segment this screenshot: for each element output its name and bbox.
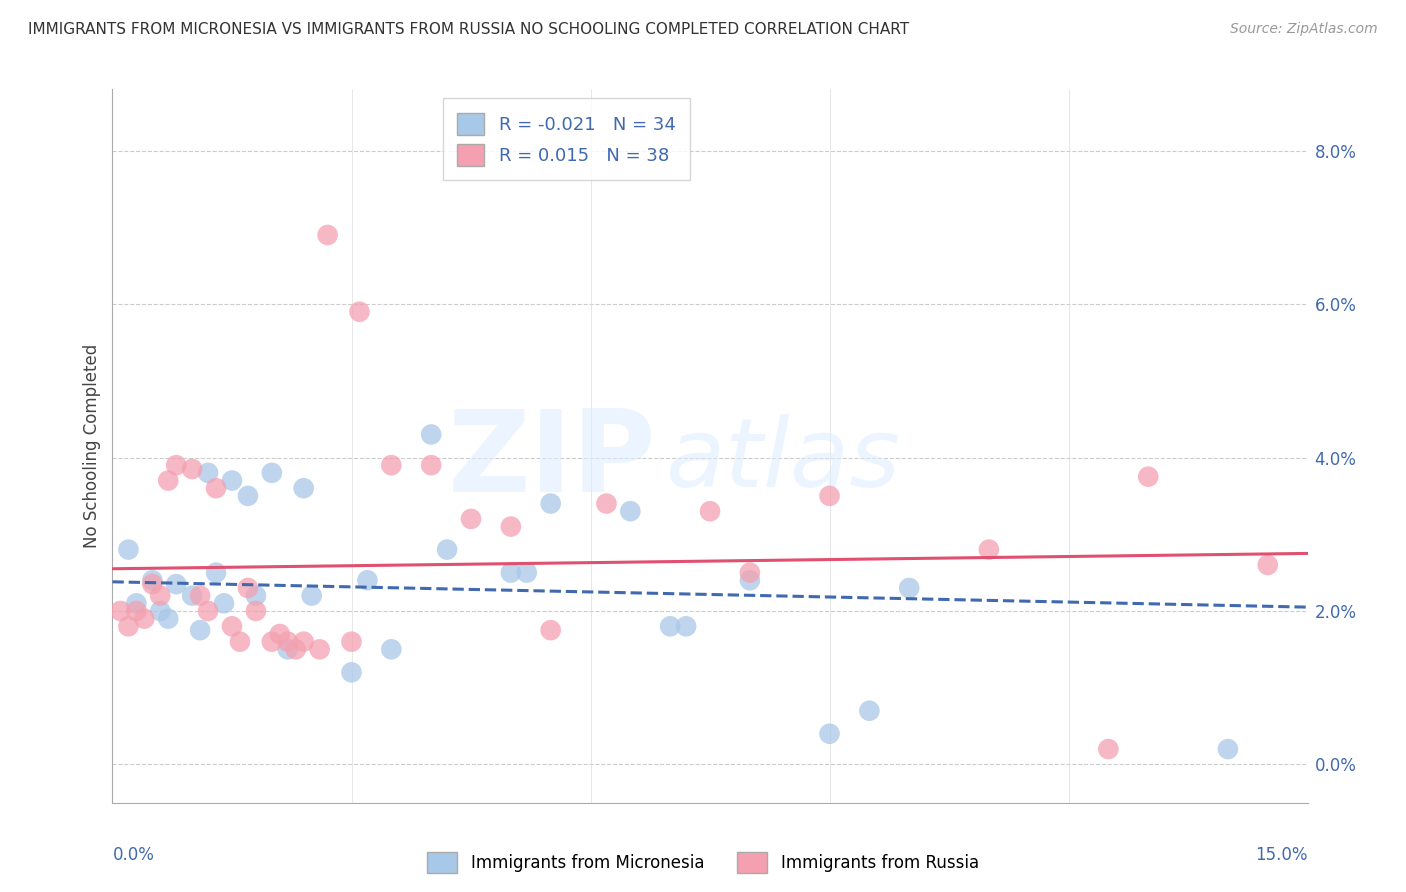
Point xyxy=(675,619,697,633)
Point xyxy=(221,474,243,488)
Point xyxy=(540,497,562,511)
Point xyxy=(157,612,180,626)
Point xyxy=(221,619,243,633)
Point xyxy=(349,304,371,318)
Text: 0.0%: 0.0% xyxy=(112,846,155,863)
Point xyxy=(141,574,163,588)
Point xyxy=(858,704,880,718)
Point xyxy=(245,589,267,603)
Point xyxy=(245,604,267,618)
Point xyxy=(1097,742,1119,756)
Point xyxy=(738,566,761,580)
Point xyxy=(110,604,132,618)
Point xyxy=(260,466,283,480)
Point xyxy=(125,596,148,610)
Point xyxy=(316,227,339,242)
Point xyxy=(499,519,522,533)
Point xyxy=(595,497,617,511)
Point xyxy=(188,589,211,603)
Point xyxy=(460,512,482,526)
Point xyxy=(292,634,315,648)
Point xyxy=(292,481,315,495)
Point xyxy=(380,642,402,657)
Point xyxy=(229,634,252,648)
Point xyxy=(1216,742,1239,756)
Legend: Immigrants from Micronesia, Immigrants from Russia: Immigrants from Micronesia, Immigrants f… xyxy=(420,846,986,880)
Point xyxy=(165,458,187,473)
Point xyxy=(977,542,1000,557)
Point xyxy=(1137,469,1160,483)
Point xyxy=(898,581,921,595)
Point xyxy=(420,427,443,442)
Point xyxy=(125,604,148,618)
Point xyxy=(301,589,323,603)
Point xyxy=(205,481,228,495)
Point xyxy=(380,458,402,473)
Point xyxy=(308,642,330,657)
Point xyxy=(436,542,458,557)
Point xyxy=(277,634,299,648)
Point xyxy=(340,634,363,648)
Point xyxy=(188,623,211,637)
Point xyxy=(619,504,641,518)
Point xyxy=(205,566,228,580)
Text: Source: ZipAtlas.com: Source: ZipAtlas.com xyxy=(1230,22,1378,37)
Point xyxy=(197,604,219,618)
Point xyxy=(659,619,682,633)
Point xyxy=(117,619,139,633)
Point xyxy=(818,489,841,503)
Point xyxy=(277,642,299,657)
Point xyxy=(340,665,363,680)
Point xyxy=(818,727,841,741)
Text: atlas: atlas xyxy=(665,414,900,507)
Point xyxy=(284,642,307,657)
Point xyxy=(134,612,156,626)
Point xyxy=(1257,558,1279,572)
Point xyxy=(236,581,259,595)
Text: 15.0%: 15.0% xyxy=(1256,846,1308,863)
Point xyxy=(117,542,139,557)
Point xyxy=(149,589,172,603)
Point xyxy=(420,458,443,473)
Point xyxy=(141,577,163,591)
Point xyxy=(181,462,204,476)
Point xyxy=(499,566,522,580)
Point xyxy=(236,489,259,503)
Legend: R = -0.021   N = 34, R = 0.015   N = 38: R = -0.021 N = 34, R = 0.015 N = 38 xyxy=(443,98,690,180)
Point xyxy=(699,504,721,518)
Point xyxy=(356,574,378,588)
Point xyxy=(181,589,204,603)
Point xyxy=(269,627,291,641)
Point xyxy=(516,566,538,580)
Point xyxy=(149,604,172,618)
Point xyxy=(165,577,187,591)
Text: IMMIGRANTS FROM MICRONESIA VS IMMIGRANTS FROM RUSSIA NO SCHOOLING COMPLETED CORR: IMMIGRANTS FROM MICRONESIA VS IMMIGRANTS… xyxy=(28,22,910,37)
Point xyxy=(738,574,761,588)
Point xyxy=(197,466,219,480)
Point xyxy=(260,634,283,648)
Point xyxy=(540,623,562,637)
Text: ZIP: ZIP xyxy=(447,405,657,516)
Y-axis label: No Schooling Completed: No Schooling Completed xyxy=(83,344,101,548)
Point xyxy=(212,596,235,610)
Point xyxy=(157,474,180,488)
